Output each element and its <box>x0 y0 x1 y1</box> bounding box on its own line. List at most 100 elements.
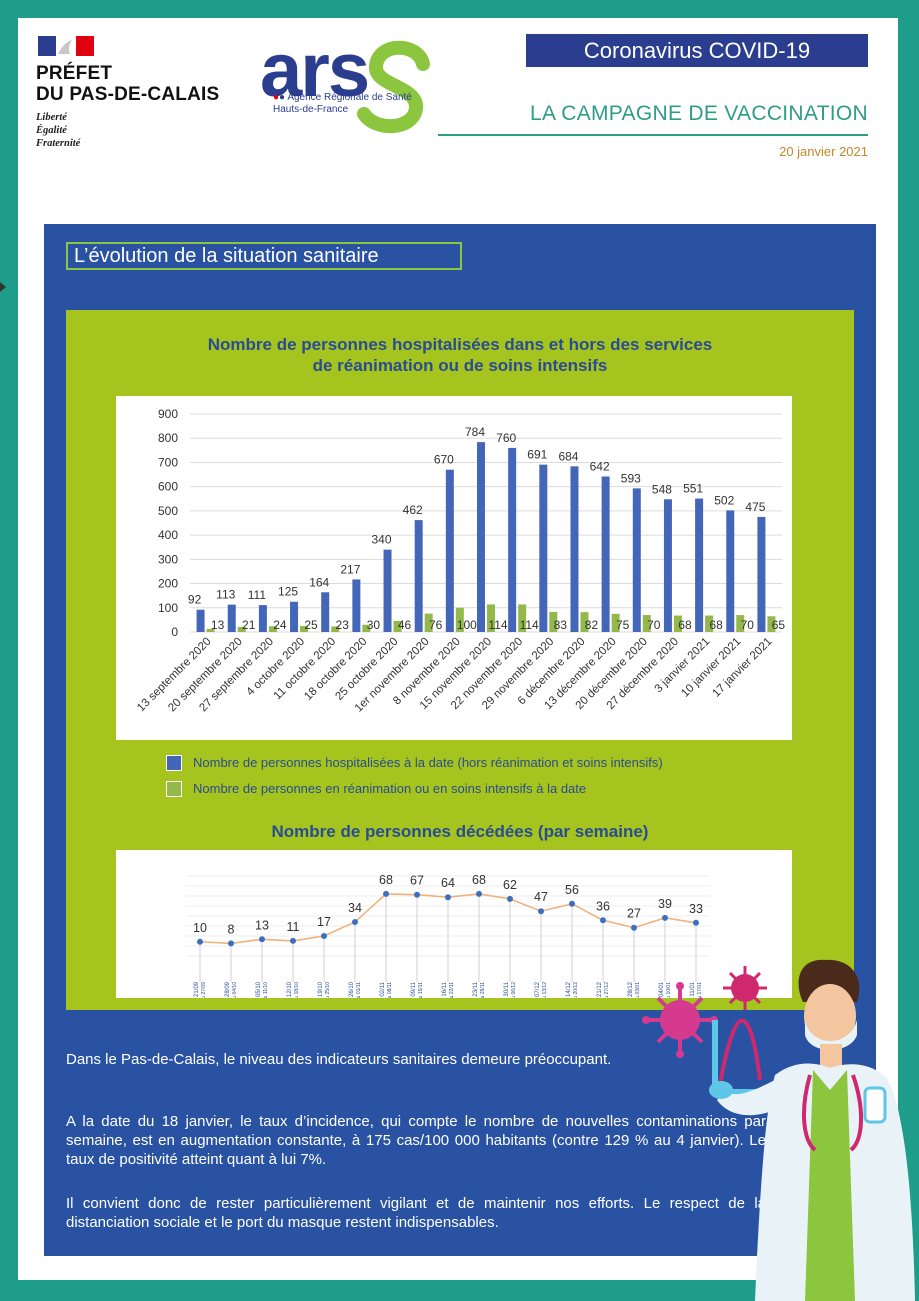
x-tick-label: au 11/10 <box>263 982 269 998</box>
marianne-flag-icon <box>38 36 94 56</box>
deaths-point <box>569 900 575 907</box>
x-tick-label: au 20/12 <box>573 982 579 998</box>
deaths-point <box>631 924 637 931</box>
data-label: 17 <box>317 915 331 929</box>
x-tick-label: au 18/10 <box>294 982 300 998</box>
data-label: 114 <box>488 618 507 632</box>
x-tick-label: au 15/11 <box>418 982 424 998</box>
ars-agency-line1: ●● Agence Régionale de Santé <box>273 92 412 103</box>
x-tick-label: au 06/12 <box>511 982 517 998</box>
bar-hospitalised <box>632 488 641 632</box>
data-label: 70 <box>647 618 661 632</box>
data-label: 36 <box>596 899 610 913</box>
deaths-chart-title: Nombre de personnes décédées (par semain… <box>271 822 649 841</box>
bar-intensive-care <box>331 626 340 632</box>
x-tick-label: 14/12 <box>566 981 572 997</box>
data-label: 30 <box>367 618 381 632</box>
x-tick-label: au 27/12 <box>604 982 610 998</box>
deaths-point <box>476 890 482 897</box>
data-label: 47 <box>534 890 548 904</box>
data-label: 83 <box>554 618 568 632</box>
ars-agency-line2: Hauts-de-France <box>273 104 349 115</box>
data-label: 33 <box>689 902 703 916</box>
bar-hospitalised <box>508 447 517 632</box>
data-label: 82 <box>585 618 599 632</box>
y-tick-label: 0 <box>171 625 178 639</box>
data-label: 11 <box>287 920 300 934</box>
deaths-point <box>507 895 513 902</box>
bar-intensive-care <box>268 626 277 632</box>
legend-label-hospitalised: Nombre de personnes hospitalisées à la d… <box>193 755 663 770</box>
situation-panel: L’évolution de la situation sanitaire No… <box>44 224 876 1256</box>
data-label: 24 <box>273 618 287 632</box>
data-label: 8 <box>228 922 235 936</box>
bar-hospitalised <box>757 516 766 632</box>
data-label: 691 <box>527 448 547 462</box>
motto-egalite: Égalité <box>36 125 67 136</box>
deaths-point <box>228 940 234 947</box>
x-tick-label: au 25/10 <box>325 982 331 998</box>
data-label: 113 <box>216 588 235 602</box>
data-label: 56 <box>565 883 579 897</box>
bar-intensive-care <box>642 615 651 632</box>
x-tick-label: 12/10 <box>287 981 293 997</box>
x-tick-label: au 27/09 <box>201 982 207 998</box>
x-tick-label: 21/09 <box>194 981 200 997</box>
bar-intensive-care <box>518 604 527 632</box>
bar-hospitalised <box>383 549 392 632</box>
data-label: 68 <box>379 873 393 887</box>
legend-swatch-blue <box>166 755 182 771</box>
title-underline <box>438 134 868 136</box>
publication-date: 20 janvier 2021 <box>779 144 868 159</box>
x-tick-label: 02/11 <box>380 981 386 996</box>
bar-intensive-care <box>611 613 620 632</box>
prefet-title: PRÉFET DU PAS-DE-CALAIS <box>36 63 219 105</box>
deaths-point <box>197 938 203 945</box>
bar-hospitalised <box>290 601 299 632</box>
deaths-point <box>693 919 699 926</box>
data-label: 684 <box>558 449 578 463</box>
bar-hospitalised <box>663 499 672 632</box>
bar-intensive-care <box>549 611 558 632</box>
bar-intensive-care <box>767 616 776 632</box>
x-tick-label: au 29/11 <box>480 982 486 998</box>
deaths-point <box>414 891 420 898</box>
bar-intensive-care <box>736 615 745 632</box>
data-label: 67 <box>410 874 424 888</box>
x-tick-label: au 10/01 <box>666 982 672 998</box>
y-tick-label: 100 <box>158 601 178 615</box>
data-label: 76 <box>429 618 443 632</box>
data-label: 111 <box>248 588 267 602</box>
deaths-point <box>259 936 265 943</box>
bar-intensive-care <box>673 615 682 632</box>
data-label: 92 <box>188 593 202 607</box>
bar-intensive-care <box>362 624 371 632</box>
bar-hospitalised <box>726 510 735 632</box>
data-label: 217 <box>340 562 360 576</box>
deaths-point <box>538 908 544 915</box>
deaths-chart: 10 21/09 au 27/09 8 28/09 au 04/10 13 05/10 au 1… <box>116 850 792 1001</box>
data-label: 642 <box>590 459 610 473</box>
y-tick-label: 800 <box>158 431 178 445</box>
x-tick-label: 04/01 <box>659 981 665 997</box>
republic-motto: Liberté Égalité Fraternité <box>36 111 80 150</box>
legend-swatch-green <box>166 781 182 797</box>
data-label: 21 <box>242 618 256 632</box>
x-tick-label: 05/10 <box>256 981 262 997</box>
data-label: 502 <box>714 493 734 507</box>
prefet-line1: PRÉFET <box>36 63 113 84</box>
x-tick-label: au 08/11 <box>387 982 393 998</box>
y-tick-label: 900 <box>158 407 178 421</box>
y-tick-label: 200 <box>158 577 178 591</box>
data-label: 551 <box>683 482 703 496</box>
prefet-line2: DU PAS-DE-CALAIS <box>36 84 220 105</box>
bar-intensive-care <box>206 628 215 632</box>
x-tick-label: 11/01 <box>690 981 696 996</box>
section-title: L’évolution de la situation sanitaire <box>66 242 462 270</box>
x-tick-label: au 03/01 <box>635 982 641 998</box>
bar-intensive-care <box>300 625 309 632</box>
paragraph-level: Dans le Pas-de-Calais, le niveau des ind… <box>66 1051 612 1068</box>
y-tick-label: 400 <box>158 528 178 542</box>
